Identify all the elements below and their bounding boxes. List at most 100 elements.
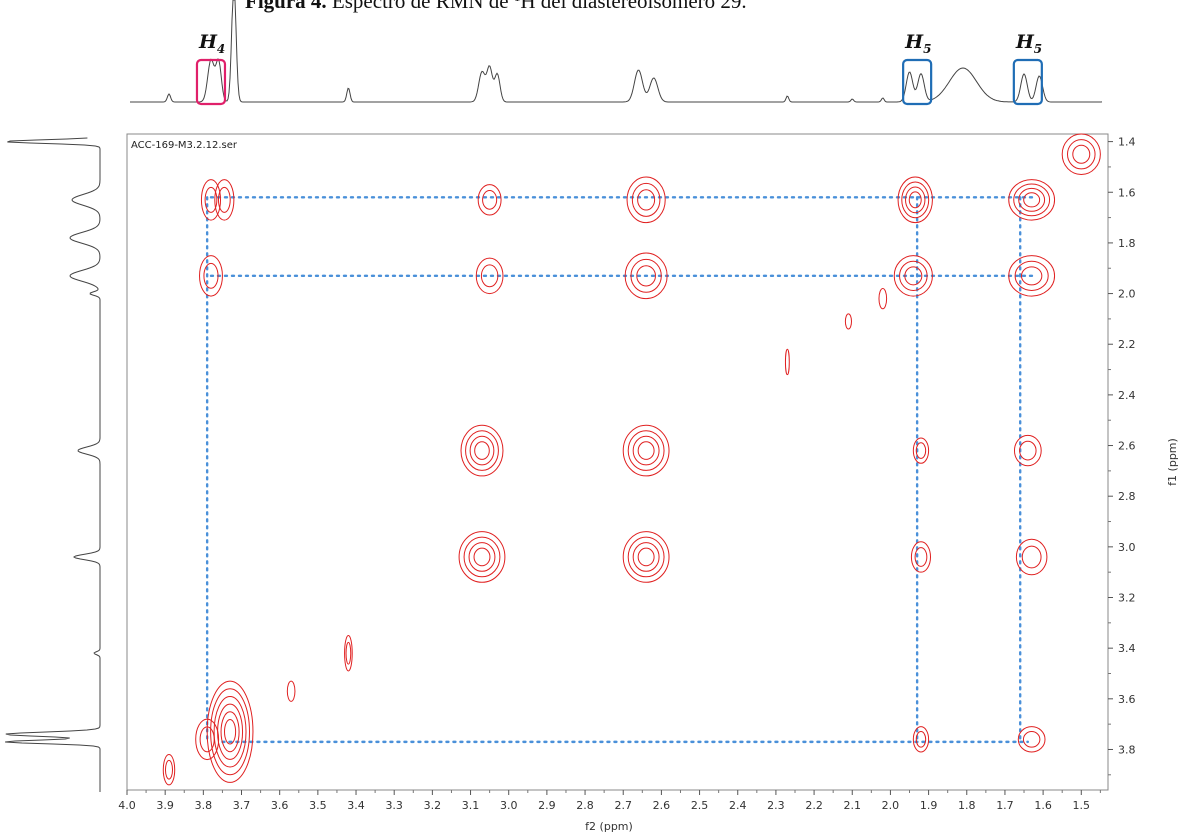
contour-ring	[622, 424, 670, 477]
contour-ring	[631, 182, 661, 217]
y-tick-label: 1.8	[1118, 237, 1136, 250]
peak-label-name: H	[198, 31, 218, 53]
peak-label-sub: 4	[217, 42, 225, 56]
y-tick-label: 2.0	[1118, 288, 1136, 301]
contour-ring	[480, 264, 499, 288]
cross-peak	[195, 718, 220, 761]
contour-ring	[1008, 179, 1056, 221]
contour-ring	[632, 435, 660, 466]
peak-labels: H4 H5 H5	[195, 31, 1043, 106]
caption-suffix: H del diastereoisómero 29.	[520, 0, 746, 13]
cross-peak	[622, 424, 670, 477]
caption-sup: 1	[514, 0, 521, 4]
left-trace-line	[5, 137, 101, 792]
contour-ring	[624, 252, 668, 300]
contour-ring	[473, 547, 491, 567]
contour-ring	[1019, 440, 1037, 461]
x-tick-label: 2.4	[729, 799, 747, 812]
contour-ring	[344, 634, 353, 672]
x-tick-label: 1.8	[958, 799, 976, 812]
peak-label-sub: 5	[1034, 42, 1042, 56]
contour-ring	[1066, 139, 1096, 170]
contour-ring	[206, 680, 254, 783]
x-tick-label: 1.9	[920, 799, 938, 812]
contour-ring	[199, 726, 215, 753]
contour-ring	[482, 190, 498, 210]
x-tick-label: 3.6	[271, 799, 289, 812]
contour-ring	[204, 186, 218, 213]
y-tick-label: 2.8	[1118, 490, 1136, 503]
x-tick-label: 2.5	[691, 799, 709, 812]
correlation-guides	[205, 196, 1037, 744]
peak-label: H5	[1012, 31, 1043, 106]
x-tick-label: 2.1	[844, 799, 862, 812]
contour-ring	[915, 731, 927, 748]
contour-ring	[627, 536, 665, 578]
contour-ring	[1061, 133, 1101, 176]
contour-ring	[636, 265, 656, 287]
contour-ring	[164, 759, 174, 780]
contour-ring	[1008, 255, 1056, 297]
x-tick-label: 3.4	[347, 799, 365, 812]
x-tick-label: 4.0	[118, 799, 136, 812]
x-tick-label: 3.5	[309, 799, 327, 812]
contour-ring	[469, 435, 495, 466]
y-tick-label: 3.6	[1118, 693, 1136, 706]
caption-text: Espectro de RMN de	[327, 0, 514, 13]
contour-ring	[784, 348, 790, 376]
contour-ring	[878, 288, 888, 310]
cross-peak	[878, 288, 888, 310]
y-tick-label: 3.0	[1118, 541, 1136, 554]
cross-peak	[1008, 255, 1056, 297]
x-axis-label: f2 (ppm)	[585, 820, 633, 833]
peak-label-text: H4	[198, 31, 225, 56]
contour-ring	[477, 184, 502, 216]
y-tick-label: 1.6	[1118, 186, 1136, 199]
contour-ring	[465, 430, 499, 471]
contour-ring	[904, 266, 923, 286]
y-axis-ticks: 1.4 1.6 1.8 2.0 2.2 2.4 2.6 2.8 3.0 3.2 3.4 3.6 3.8	[1108, 136, 1136, 776]
cross-peak	[477, 184, 502, 216]
contour-ring	[915, 442, 927, 459]
peak-label-name: H	[1015, 31, 1035, 53]
contour-ring	[199, 255, 223, 297]
cross-peak	[1008, 179, 1056, 221]
cross-peak	[893, 255, 933, 297]
x-tick-label: 2.6	[653, 799, 671, 812]
cross-peak	[1013, 434, 1042, 467]
x-tick-label: 3.7	[233, 799, 251, 812]
contour-ring	[474, 441, 490, 460]
x-tick-label: 3.2	[424, 799, 442, 812]
contour-ring	[1013, 183, 1051, 217]
cross-peak	[200, 179, 222, 221]
x-tick-label: 3.9	[156, 799, 174, 812]
cross-peak	[214, 179, 235, 221]
cross-peak	[1017, 726, 1046, 753]
contour-ring	[637, 441, 655, 460]
x-tick-label: 2.3	[767, 799, 785, 812]
contour-ring	[214, 179, 235, 221]
contour-ring	[468, 542, 496, 572]
contour-ring	[626, 176, 666, 224]
contour-ring	[1023, 192, 1041, 208]
peak-label-text: H5	[904, 31, 931, 56]
plot-frame	[126, 133, 1109, 791]
caption-prefix: Figura 4.	[245, 0, 327, 13]
x-tick-label: 2.2	[805, 799, 823, 812]
cross-peak	[626, 176, 666, 224]
contour-ring	[844, 313, 852, 330]
figure-caption: Figura 4. Espectro de RMN de 1H del dias…	[245, 0, 747, 13]
cross-peak	[784, 348, 790, 376]
contour-ring	[195, 718, 220, 761]
y-tick-label: 3.8	[1118, 743, 1136, 756]
cross-peak	[622, 531, 670, 583]
cross-peak	[475, 257, 504, 295]
contour-ring	[637, 547, 655, 567]
y-axis-label: f1 (ppm)	[1166, 438, 1179, 486]
contour-ring	[627, 430, 665, 471]
contour-ring	[905, 186, 926, 214]
contour-ring	[912, 437, 930, 464]
peak-label-box	[195, 58, 227, 106]
contour-ring	[1014, 260, 1049, 291]
